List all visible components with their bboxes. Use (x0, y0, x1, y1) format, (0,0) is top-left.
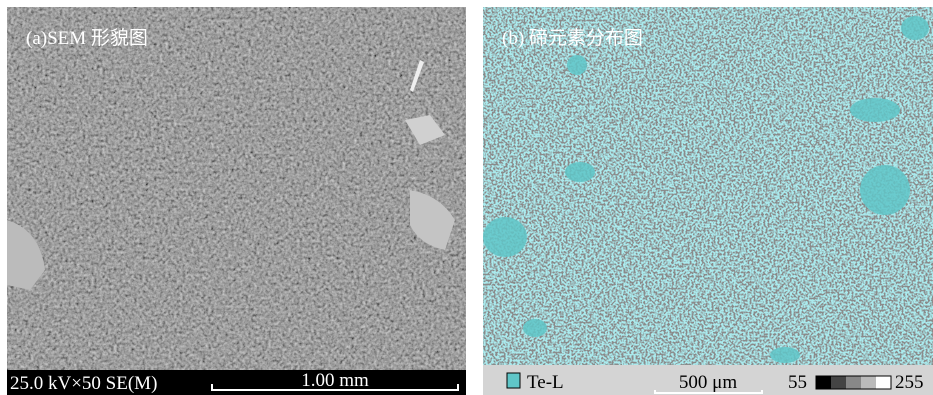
panel-a: (a)SEM 形貌图 25.0 kV×50 SE(M) 1.00 mm (7, 7, 466, 395)
figure-svg: (a)SEM 形貌图 25.0 kV×50 SE(M) 1.00 mm (b) … (0, 0, 933, 395)
panel-label: (a)SEM 形貌图 (26, 27, 148, 49)
gray-ramp (816, 376, 891, 389)
range-min: 55 (788, 372, 807, 393)
scale-text: 1.00 mm (301, 370, 369, 391)
info-text: 25.0 kV×50 SE(M) (10, 373, 157, 394)
range-max: 255 (895, 372, 924, 393)
panel-label: (b) 碲元素分布图 (502, 27, 643, 49)
figure: (a)SEM 形貌图 25.0 kV×50 SE(M) 1.00 mm (b) … (0, 0, 933, 395)
legend-swatch (507, 373, 520, 388)
sem-texture (7, 7, 466, 370)
panel-b: (b) 碲元素分布图 Te-L 500 μm 55 255 (483, 7, 933, 395)
legend-text: Te-L (527, 372, 564, 393)
scale-text: 500 μm (679, 372, 737, 393)
